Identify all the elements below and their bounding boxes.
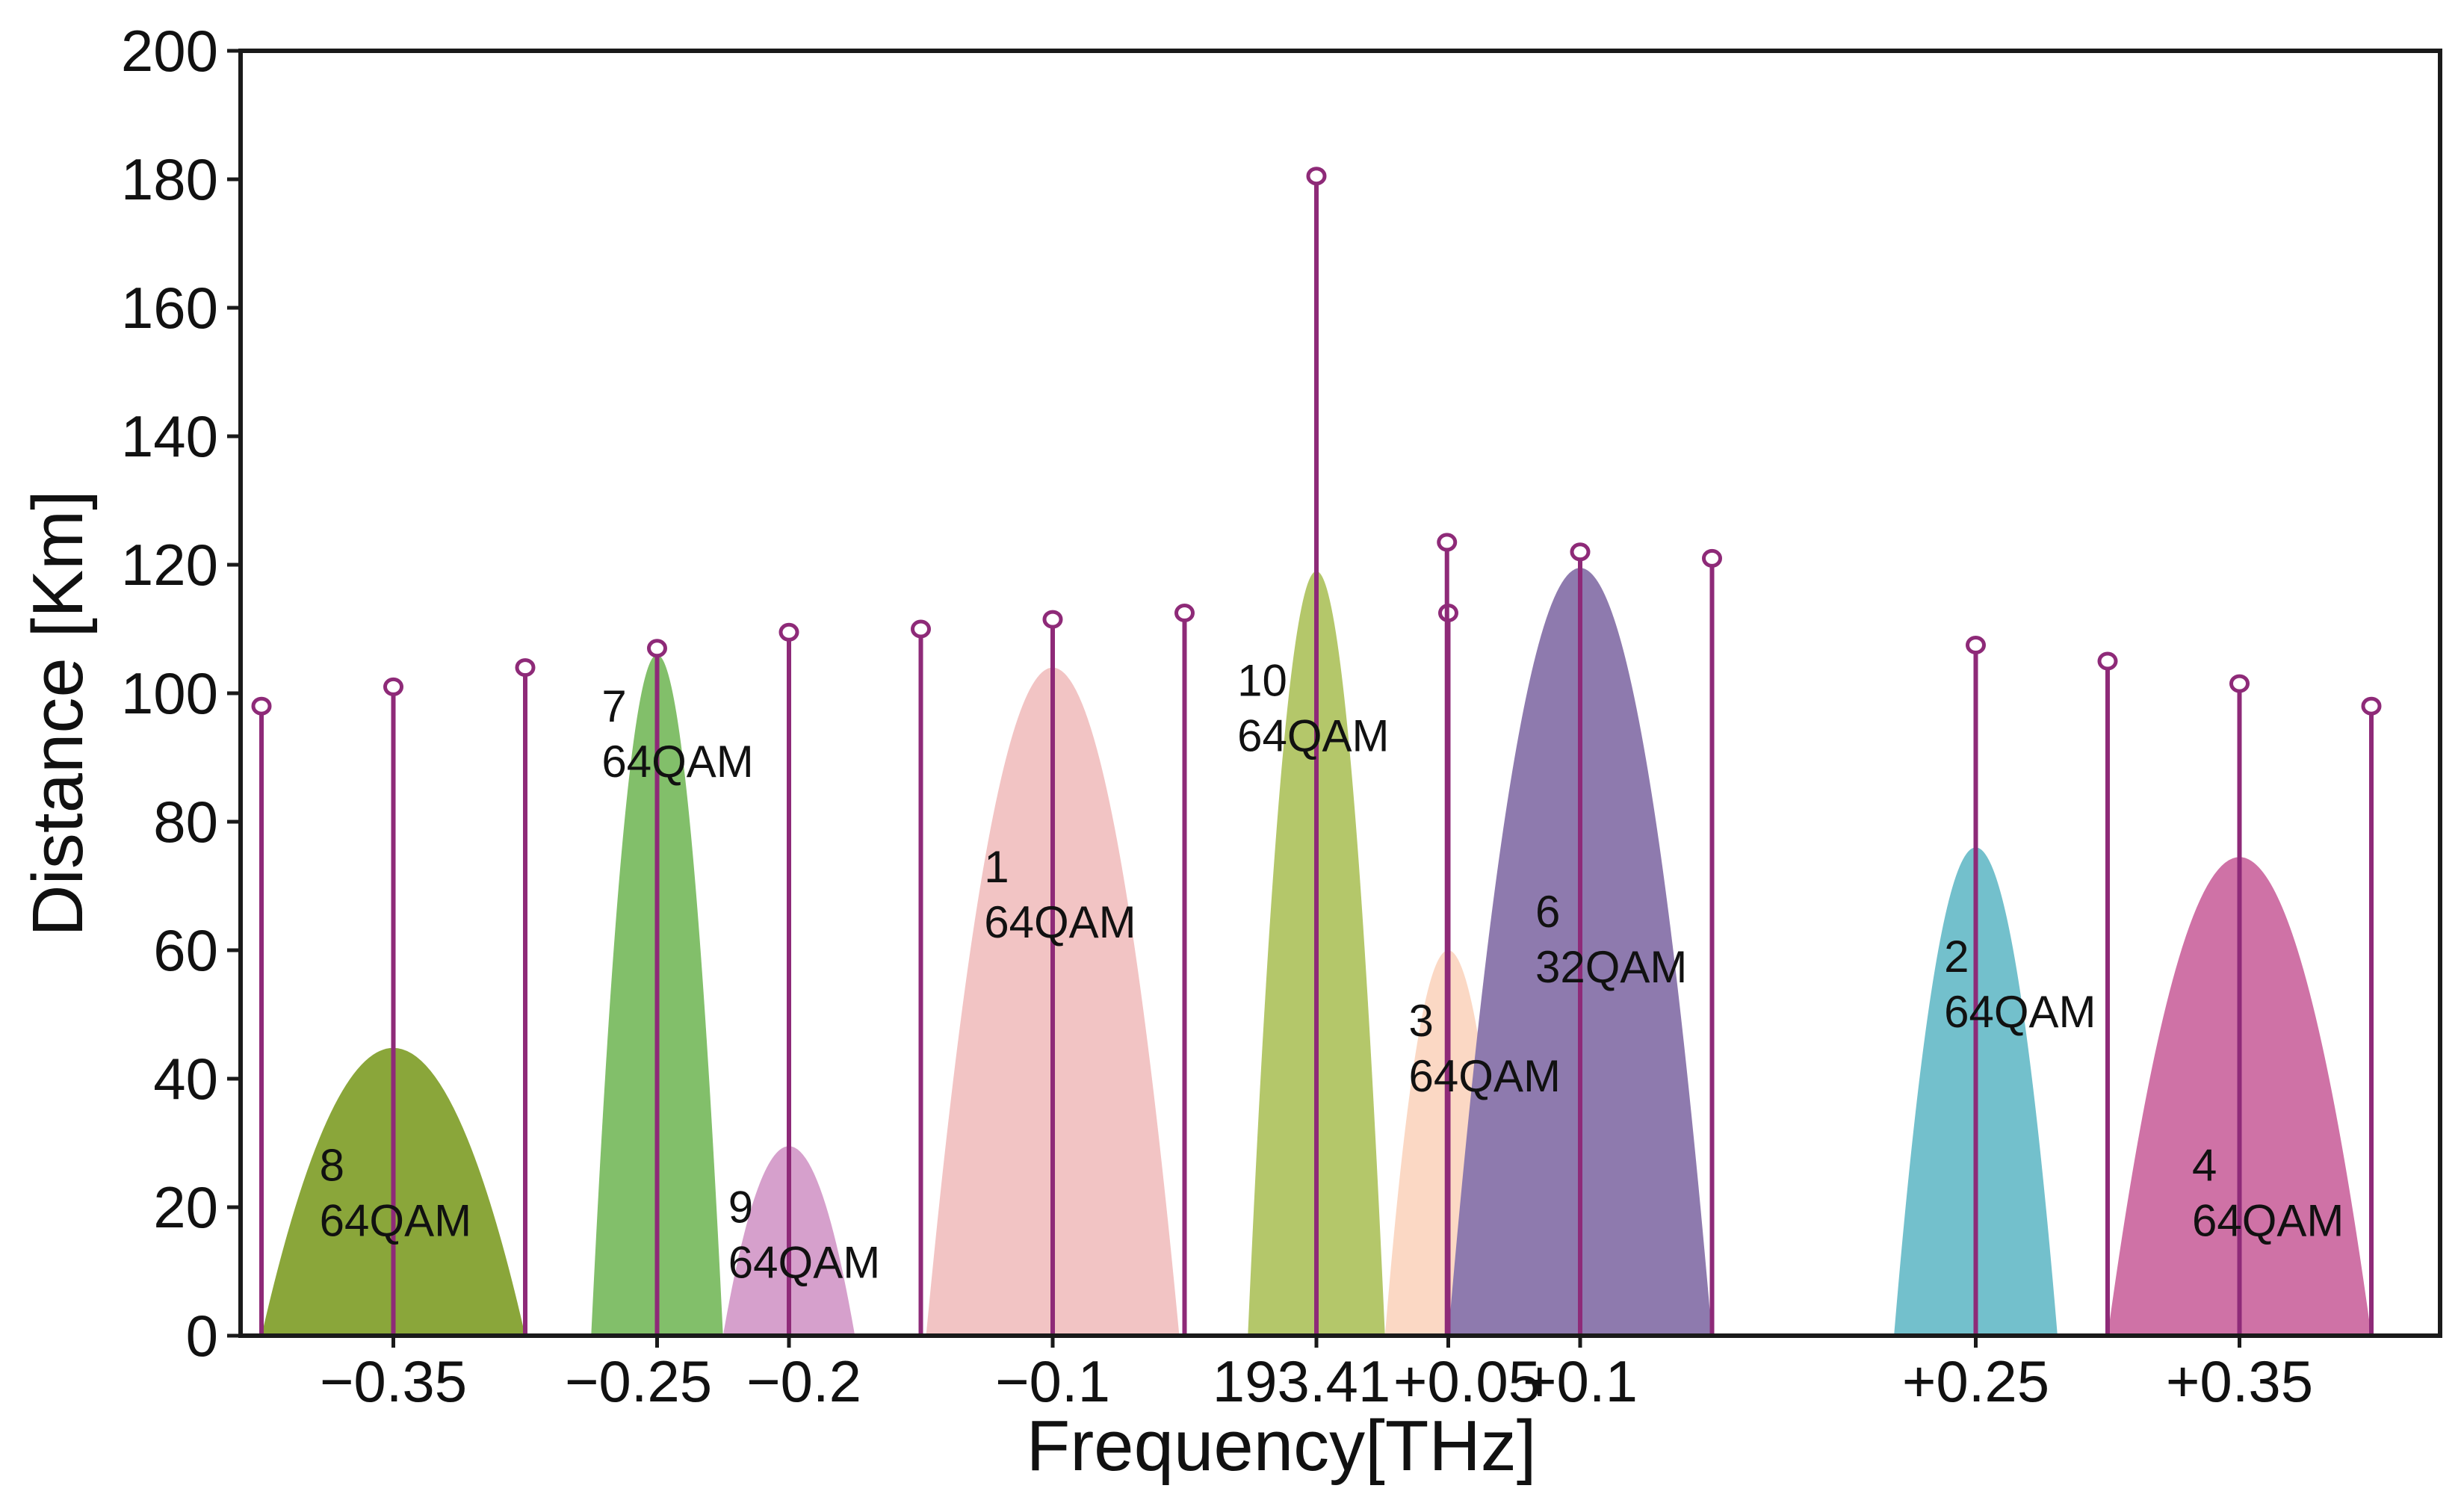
- x-tick-label: −0.2: [746, 1348, 861, 1414]
- x-tick-label: +0.05: [1393, 1348, 1541, 1414]
- x-tick-label: +0.1: [1523, 1348, 1638, 1414]
- x-tick-label: −0.25: [565, 1348, 712, 1414]
- x-tick-label: +0.35: [2166, 1348, 2313, 1414]
- channel-format-label: 64QAM: [2192, 1196, 2344, 1246]
- stem-marker: [1306, 167, 1327, 186]
- stem-marker: [2097, 651, 2118, 671]
- stem-marker: [383, 677, 403, 696]
- x-tick-label: +0.25: [1902, 1348, 2049, 1414]
- x-tick-label: −0.35: [320, 1348, 467, 1414]
- channel-number-label: 7: [601, 681, 626, 731]
- channel-number-label: 2: [1944, 932, 1969, 982]
- stem-marker: [2361, 696, 2382, 716]
- y-tick-label: 20: [153, 1174, 218, 1240]
- stem-marker: [1702, 548, 1722, 568]
- channel-format-label: 64QAM: [601, 737, 753, 787]
- y-axis-label: Distance [Km]: [18, 490, 98, 937]
- y-tick-label: 40: [153, 1046, 218, 1112]
- y-tick-label: 140: [121, 403, 218, 469]
- y-tick-label: 100: [121, 660, 218, 726]
- stems: [251, 167, 2382, 1336]
- channel-number-label: 10: [1237, 655, 1287, 705]
- x-tick-label: 193.41: [1213, 1348, 1391, 1414]
- channel-labels: 864QAM764QAM964QAM164QAM1064QAM364QAM632…: [320, 655, 2344, 1287]
- channel-number-label: 9: [728, 1183, 753, 1233]
- y-tick-label: 200: [121, 18, 218, 84]
- y-tick-label: 160: [121, 275, 218, 341]
- stem-marker: [1570, 542, 1591, 562]
- channel-format-label: 64QAM: [1944, 987, 2096, 1037]
- x-tick-label: −0.1: [995, 1348, 1110, 1414]
- channel-format-label: 64QAM: [984, 897, 1136, 947]
- stem-marker: [2229, 674, 2250, 693]
- stem-marker: [251, 696, 272, 716]
- x-axis-label: Frequency[THz]: [1027, 1406, 1537, 1486]
- stem-marker: [1966, 636, 1986, 654]
- y-tick-label: 120: [121, 532, 218, 598]
- channel-format-label: 64QAM: [1409, 1051, 1561, 1101]
- plot-frame: [238, 49, 2442, 1338]
- channel-number-label: 3: [1409, 996, 1434, 1046]
- y-tick-label: 180: [121, 146, 218, 212]
- y-tick-label: 80: [153, 789, 218, 855]
- stem-marker: [515, 658, 536, 678]
- channel-number-label: 6: [1535, 887, 1560, 937]
- y-tick-label: 60: [153, 917, 218, 983]
- channel-number-label: 1: [984, 842, 1009, 892]
- channel-number-label: 8: [320, 1141, 344, 1191]
- stem-marker: [1042, 610, 1063, 629]
- channel-format-label: 64QAM: [728, 1238, 880, 1288]
- stem-marker: [778, 622, 799, 642]
- channel-format-label: 64QAM: [1237, 710, 1389, 760]
- y-tick-label: 0: [186, 1303, 218, 1369]
- stem-marker: [647, 639, 667, 658]
- stem-marker: [1437, 533, 1458, 552]
- channel-format-label: 32QAM: [1535, 942, 1687, 992]
- stem-marker: [1174, 604, 1195, 622]
- channel-format-label: 64QAM: [320, 1196, 471, 1246]
- stem-marker: [911, 619, 931, 639]
- channel-number-label: 4: [2192, 1141, 2217, 1191]
